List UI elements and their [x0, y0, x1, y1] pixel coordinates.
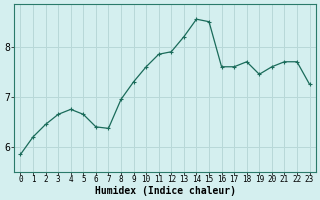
X-axis label: Humidex (Indice chaleur): Humidex (Indice chaleur) — [94, 186, 236, 196]
